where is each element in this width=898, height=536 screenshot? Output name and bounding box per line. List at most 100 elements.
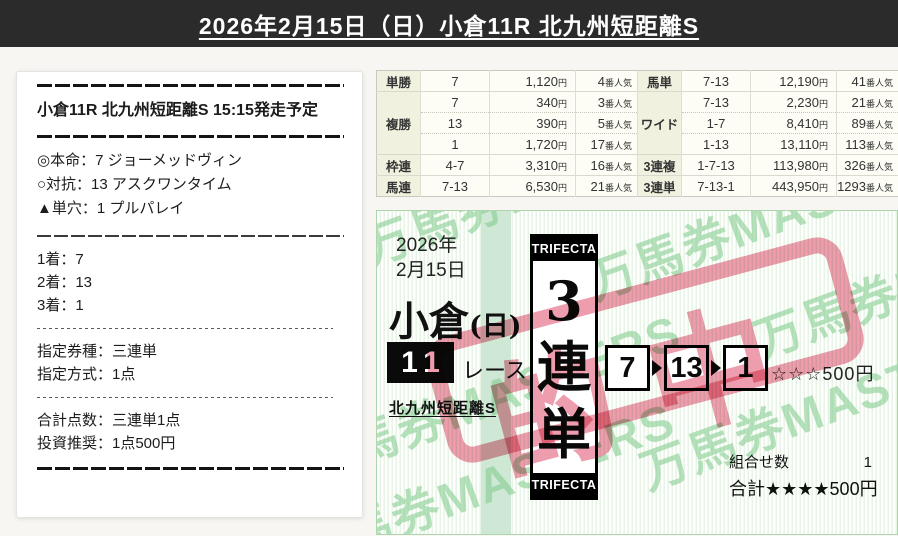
bet-number: 1	[420, 133, 490, 155]
trifecta-label-top: TRIFECTA	[532, 237, 596, 261]
bet-number: 1-7	[681, 112, 751, 134]
spec-method: 指定方式：1点	[37, 366, 136, 383]
number-box-second: 13	[664, 345, 709, 391]
table-row: 13 390円 5番人気 1-7 8,410円 89番人気	[377, 112, 898, 134]
arrow-right-icon	[652, 360, 662, 376]
result-2nd: 2着：13	[37, 274, 93, 291]
bet-type-sanrenpuku: 3連複	[637, 154, 682, 176]
bet-number: 7-13	[681, 91, 751, 113]
total-points: 合計点数：三連単1点	[37, 412, 181, 429]
payout-amount: 443,950円	[750, 175, 837, 197]
payout-amount: 1,120円	[489, 70, 576, 92]
bet-type-wakuren: 枠連	[376, 154, 421, 176]
payout-amount: 8,410円	[750, 112, 837, 134]
page-title[interactable]: 2026年2月15日（日）小倉11R 北九州短距離S	[198, 12, 700, 39]
trifecta-label-bottom: TRIFECTA	[532, 473, 596, 497]
ticket-mint-band	[481, 211, 511, 534]
popularity: 4番人気	[575, 70, 638, 92]
bet-type-umatan: 馬単	[637, 70, 682, 92]
ticket-date: 2026年 2月15日	[396, 233, 466, 283]
combination-value: 1	[863, 454, 872, 471]
payout-amount: 13,110円	[750, 133, 837, 155]
divider-dashed	[37, 328, 333, 329]
unit-price: ☆☆☆500円	[771, 364, 875, 384]
pick-taikou: ○対抗：13 アスクワンタイム	[37, 176, 232, 193]
bet-number: 7-13	[420, 175, 490, 197]
payout-amount: 2,230円	[750, 91, 837, 113]
payout-amount: 6,530円	[489, 175, 576, 197]
payout-amount: 1,720円	[489, 133, 576, 155]
number-box-third: 1	[723, 345, 768, 391]
bet-number: 1-13	[681, 133, 751, 155]
bet-number: 7	[420, 70, 490, 92]
table-row: 枠連 4-7 3,310円 16番人気 3連複 1-7-13 113,980円 …	[376, 154, 898, 176]
ticket-spec-block: 指定券種：三連単 指定方式：1点	[37, 340, 342, 386]
popularity: 21番人気	[836, 91, 898, 113]
bet-number: 7	[420, 91, 490, 113]
combination-label: 組合せ数	[729, 454, 790, 471]
trifecta-column: TRIFECTA 3 連 単 TRIFECTA	[530, 234, 598, 500]
payout-table: 単勝 7 1,120円 4番人気 馬単 7-13 12,190円 41番人気 複…	[376, 70, 898, 197]
bet-type-tansho: 単勝	[376, 70, 421, 92]
popularity: 3番人気	[575, 91, 638, 113]
bet-number: 1-7-13	[681, 154, 751, 176]
ticket-year: 2026年	[396, 235, 458, 256]
page-header: 2026年2月15日（日）小倉11R 北九州短距離S	[0, 0, 898, 47]
popularity: 16番人気	[575, 154, 638, 176]
bet-type-sanrentan: 3連単	[637, 175, 682, 197]
race-word: レース	[462, 358, 527, 383]
race-title: 小倉11R 北九州短距離S 15:15発走予定	[37, 102, 318, 119]
course-name: 小倉	[389, 298, 469, 345]
payout-amount: 340円	[489, 91, 576, 113]
popularity: 1293番人気	[836, 175, 898, 197]
combination-row: 組合せ数 1	[729, 453, 872, 473]
bet-number: 13	[420, 112, 490, 134]
invest-advice: 投資推奨：1点500円	[37, 435, 176, 452]
picks-block: ◎本命：7 ジョーメッドヴィン ○対抗：13 アスクワンタイム ▲単穴：1 プル…	[37, 149, 342, 221]
popularity: 41番人気	[836, 70, 898, 92]
ticket-race-name: 北九州短距離S	[389, 400, 497, 417]
trifecta-kanji: 3 連 単	[537, 268, 591, 466]
pick-tanana: ▲単穴：1 プルパレイ	[37, 200, 185, 217]
payout-amount: 12,190円	[750, 70, 837, 92]
popularity: 17番人気	[575, 133, 638, 155]
bet-type-wide: ワイド	[637, 91, 682, 155]
table-row: 複勝 7 340円 3番人気 ワイド 7-13 2,230円 21番人気	[376, 91, 898, 155]
bet-type-umaren: 馬連	[376, 175, 421, 197]
selected-numbers: 7 13 1	[605, 345, 768, 391]
bet-number: 7-13	[681, 70, 751, 92]
prediction-card: 小倉11R 北九州短距離S 15:15発走予定 ◎本命：7 ジョーメッドヴィン …	[16, 71, 363, 518]
number-box-first: 7	[605, 345, 650, 391]
betting-ticket: 万馬券MASTERS 万馬券MASTERS 万馬券MASTERS 万馬券MAST…	[376, 210, 898, 535]
results-block: 1着：7 2着：13 3着：1	[37, 248, 342, 317]
bet-type-fukusho: 複勝	[376, 91, 421, 155]
table-row: 馬連 7-13 6,530円 21番人気 3連単 7-13-1 443,950円…	[376, 175, 898, 197]
popularity: 5番人気	[575, 112, 638, 134]
ticket-footer: 組合せ数 1 合計★★★★500円	[729, 453, 878, 500]
divider-dashed	[37, 397, 333, 398]
totals-block: 合計点数：三連単1点 投資推奨：1点500円	[37, 409, 342, 455]
bet-number: 7-13-1	[681, 175, 751, 197]
divider-heavy	[37, 467, 344, 470]
ticket-day-date: 2月15日	[396, 260, 466, 281]
ticket-course: 小倉(日)	[389, 289, 522, 347]
table-row: 単勝 7 1,120円 4番人気 馬単 7-13 12,190円 41番人気	[376, 70, 898, 92]
pick-honmei: ◎本命：7 ジョーメッドヴィン	[37, 152, 242, 169]
result-3rd: 3着：1	[37, 297, 84, 314]
bet-number: 4-7	[420, 154, 490, 176]
popularity: 89番人気	[836, 112, 898, 134]
divider-medium	[37, 235, 344, 237]
payout-amount: 3,310円	[489, 154, 576, 176]
popularity: 21番人気	[575, 175, 638, 197]
course-day: (日)	[469, 311, 522, 342]
table-row: 1 1,720円 17番人気 1-13 13,110円 113番人気	[377, 133, 898, 155]
payout-amount: 390円	[489, 112, 576, 134]
spec-ticket-type: 指定券種：三連単	[37, 343, 158, 360]
result-1st: 1着：7	[37, 251, 84, 268]
race-number-box: 11	[387, 342, 454, 383]
total-line: 合計★★★★500円	[729, 479, 878, 499]
popularity: 113番人気	[836, 133, 898, 155]
payout-amount: 113,980円	[750, 154, 837, 176]
popularity: 326番人気	[836, 154, 898, 176]
